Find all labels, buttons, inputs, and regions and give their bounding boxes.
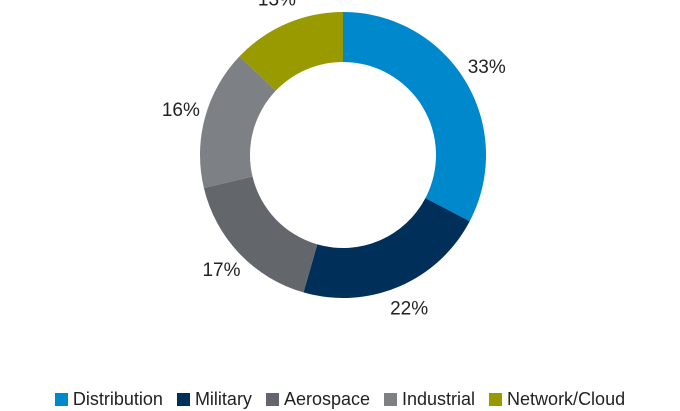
legend-item: Network/Cloud bbox=[489, 388, 625, 411]
donut-slice bbox=[239, 12, 343, 91]
legend-swatch bbox=[489, 393, 503, 406]
legend-item: Distribution bbox=[54, 388, 163, 411]
legend-label: Military bbox=[194, 389, 252, 409]
data-label: 16% bbox=[162, 100, 200, 121]
legend-label: Aerospace bbox=[283, 389, 370, 409]
legend-swatch bbox=[54, 393, 68, 406]
chart: 33% 22% 17% 16% 13% bbox=[162, 0, 506, 319]
legend-swatch bbox=[384, 393, 397, 406]
data-label: 33% bbox=[468, 57, 506, 78]
data-label: 22% bbox=[390, 298, 428, 319]
legend: Distribution Military Aerospace Industrial N… bbox=[0, 388, 680, 411]
donut-slice bbox=[199, 56, 276, 189]
data-label: 13% bbox=[258, 0, 296, 11]
donut-slice bbox=[343, 12, 486, 222]
donut-slice bbox=[203, 176, 318, 293]
data-label: 17% bbox=[202, 260, 240, 281]
legend-label: Distribution bbox=[72, 389, 163, 409]
legend-swatch bbox=[176, 393, 190, 406]
legend-swatch bbox=[265, 393, 279, 406]
legend-label: Network/Cloud bbox=[507, 389, 626, 409]
legend-item: Industrial bbox=[384, 388, 475, 411]
legend-label: Industrial bbox=[402, 389, 476, 409]
legend-item: Aerospace bbox=[265, 388, 370, 411]
donut-slice bbox=[303, 198, 470, 298]
legend-item: Military bbox=[176, 388, 252, 411]
